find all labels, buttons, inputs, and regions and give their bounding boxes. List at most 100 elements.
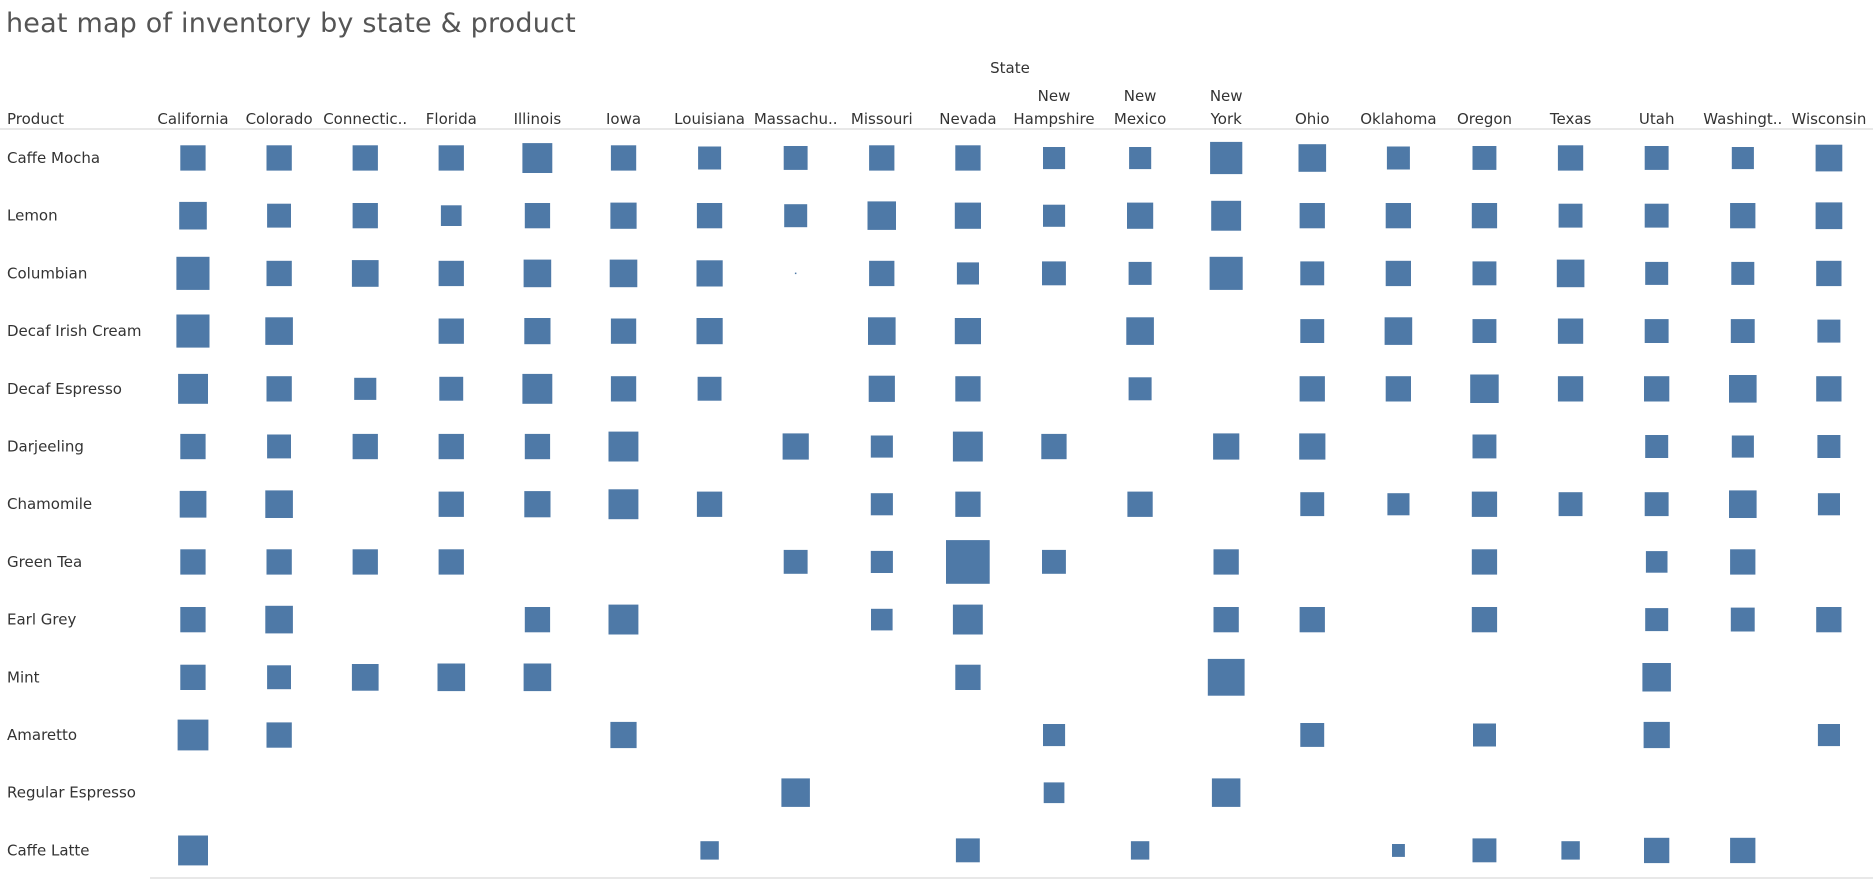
heatmap-cell[interactable] xyxy=(266,376,292,402)
heatmap-cell[interactable] xyxy=(1817,493,1840,516)
heatmap-cell[interactable] xyxy=(1128,377,1152,401)
heatmap-cell[interactable] xyxy=(352,145,378,171)
heatmap-cell[interactable] xyxy=(698,146,722,170)
heatmap-cell[interactable] xyxy=(1042,549,1066,574)
heatmap-cell[interactable] xyxy=(440,205,462,226)
heatmap-cell[interactable] xyxy=(608,431,639,462)
heatmap-cell[interactable] xyxy=(1731,147,1754,170)
heatmap-cell[interactable] xyxy=(870,550,893,573)
heatmap-cell[interactable] xyxy=(438,260,464,287)
heatmap-cell[interactable] xyxy=(179,490,207,518)
heatmap-cell[interactable] xyxy=(1731,435,1754,458)
heatmap-cell[interactable] xyxy=(1041,433,1067,460)
heatmap-cell[interactable] xyxy=(1472,146,1497,170)
heatmap-cell[interactable] xyxy=(869,145,895,171)
heatmap-cell[interactable] xyxy=(1386,146,1410,170)
heatmap-cell[interactable] xyxy=(1472,319,1497,343)
heatmap-cell[interactable] xyxy=(608,489,639,520)
heatmap-cell[interactable] xyxy=(1731,261,1755,285)
heatmap-cell[interactable] xyxy=(955,491,981,517)
heatmap-cell[interactable] xyxy=(265,317,293,345)
heatmap-cell[interactable] xyxy=(697,376,722,401)
heatmap-cell[interactable] xyxy=(1561,841,1580,860)
heatmap-cell[interactable] xyxy=(869,260,895,287)
heatmap-cell[interactable] xyxy=(1644,319,1669,343)
heatmap-cell[interactable] xyxy=(1815,144,1843,172)
heatmap-cell[interactable] xyxy=(870,493,893,516)
heatmap-cell[interactable] xyxy=(176,256,210,290)
heatmap-cell[interactable] xyxy=(1642,663,1671,692)
heatmap-cell[interactable] xyxy=(1043,147,1066,170)
heatmap-cell[interactable] xyxy=(1472,261,1497,286)
heatmap-cell[interactable] xyxy=(265,605,293,634)
heatmap-cell[interactable] xyxy=(1387,493,1410,516)
heatmap-cell[interactable] xyxy=(1300,723,1325,747)
heatmap-cell[interactable] xyxy=(1730,319,1755,343)
heatmap-cell[interactable] xyxy=(610,376,637,402)
heatmap-cell[interactable] xyxy=(522,373,553,404)
heatmap-cell[interactable] xyxy=(1129,147,1152,170)
heatmap-cell[interactable] xyxy=(871,608,893,631)
heatmap-cell[interactable] xyxy=(266,260,292,287)
heatmap-cell[interactable] xyxy=(1644,837,1670,864)
heatmap-cell[interactable] xyxy=(266,549,292,575)
heatmap-cell[interactable] xyxy=(1209,256,1243,290)
heatmap-cell[interactable] xyxy=(610,145,637,171)
heatmap-cell[interactable] xyxy=(1210,141,1243,175)
heatmap-cell[interactable] xyxy=(352,203,378,229)
heatmap-cell[interactable] xyxy=(352,549,378,575)
heatmap-cell[interactable] xyxy=(952,431,983,462)
heatmap-cell[interactable] xyxy=(266,145,292,171)
heatmap-cell[interactable] xyxy=(180,664,206,690)
heatmap-cell[interactable] xyxy=(1213,549,1239,575)
heatmap-cell[interactable] xyxy=(1557,145,1584,171)
heatmap-cell[interactable] xyxy=(438,145,464,171)
heatmap-cell[interactable] xyxy=(868,375,895,402)
heatmap-cell[interactable] xyxy=(610,202,637,229)
heatmap-cell[interactable] xyxy=(1556,259,1585,288)
heatmap-cell[interactable] xyxy=(1299,433,1326,460)
heatmap-cell[interactable] xyxy=(1213,433,1240,460)
heatmap-cell[interactable] xyxy=(1645,261,1669,285)
heatmap-cell[interactable] xyxy=(1730,549,1756,575)
heatmap-cell[interactable] xyxy=(1298,144,1327,172)
heatmap-cell[interactable] xyxy=(524,607,551,633)
heatmap-cell[interactable] xyxy=(1729,375,1757,403)
heatmap-cell[interactable] xyxy=(1557,376,1584,402)
heatmap-cell[interactable] xyxy=(1043,204,1066,227)
heatmap-cell[interactable] xyxy=(1043,782,1065,804)
heatmap-cell[interactable] xyxy=(524,203,551,229)
heatmap-cell[interactable] xyxy=(1558,203,1583,228)
heatmap-cell[interactable] xyxy=(1644,376,1670,402)
heatmap-cell[interactable] xyxy=(952,604,983,635)
heatmap-cell[interactable] xyxy=(696,203,723,229)
heatmap-cell[interactable] xyxy=(954,202,981,229)
heatmap-cell[interactable] xyxy=(1300,492,1325,517)
heatmap-cell[interactable] xyxy=(1392,844,1405,857)
heatmap-cell[interactable] xyxy=(1043,724,1066,747)
heatmap-cell[interactable] xyxy=(955,376,981,402)
heatmap-cell[interactable] xyxy=(267,203,291,228)
heatmap-cell[interactable] xyxy=(867,201,897,230)
heatmap-cell[interactable] xyxy=(180,433,206,460)
heatmap-cell[interactable] xyxy=(352,433,378,460)
heatmap-cell[interactable] xyxy=(946,540,990,584)
heatmap-cell[interactable] xyxy=(1816,260,1842,287)
heatmap-cell[interactable] xyxy=(267,665,291,690)
heatmap-cell[interactable] xyxy=(955,145,981,171)
heatmap-cell[interactable] xyxy=(1557,318,1584,344)
heatmap-cell[interactable] xyxy=(955,838,980,863)
heatmap-cell[interactable] xyxy=(868,317,896,345)
heatmap-cell[interactable] xyxy=(782,433,809,460)
heatmap-cell[interactable] xyxy=(1815,202,1843,230)
heatmap-cell[interactable] xyxy=(354,377,377,400)
heatmap-cell[interactable] xyxy=(524,433,551,460)
heatmap-cell[interactable] xyxy=(1471,203,1498,229)
heatmap-cell[interactable] xyxy=(1730,837,1756,864)
heatmap-cell[interactable] xyxy=(523,259,552,288)
heatmap-cell[interactable] xyxy=(1558,492,1583,517)
heatmap-cell[interactable] xyxy=(1385,260,1411,287)
heatmap-cell[interactable] xyxy=(438,491,464,517)
heatmap-cell[interactable] xyxy=(1730,607,1755,632)
heatmap-cell[interactable] xyxy=(1470,374,1499,404)
